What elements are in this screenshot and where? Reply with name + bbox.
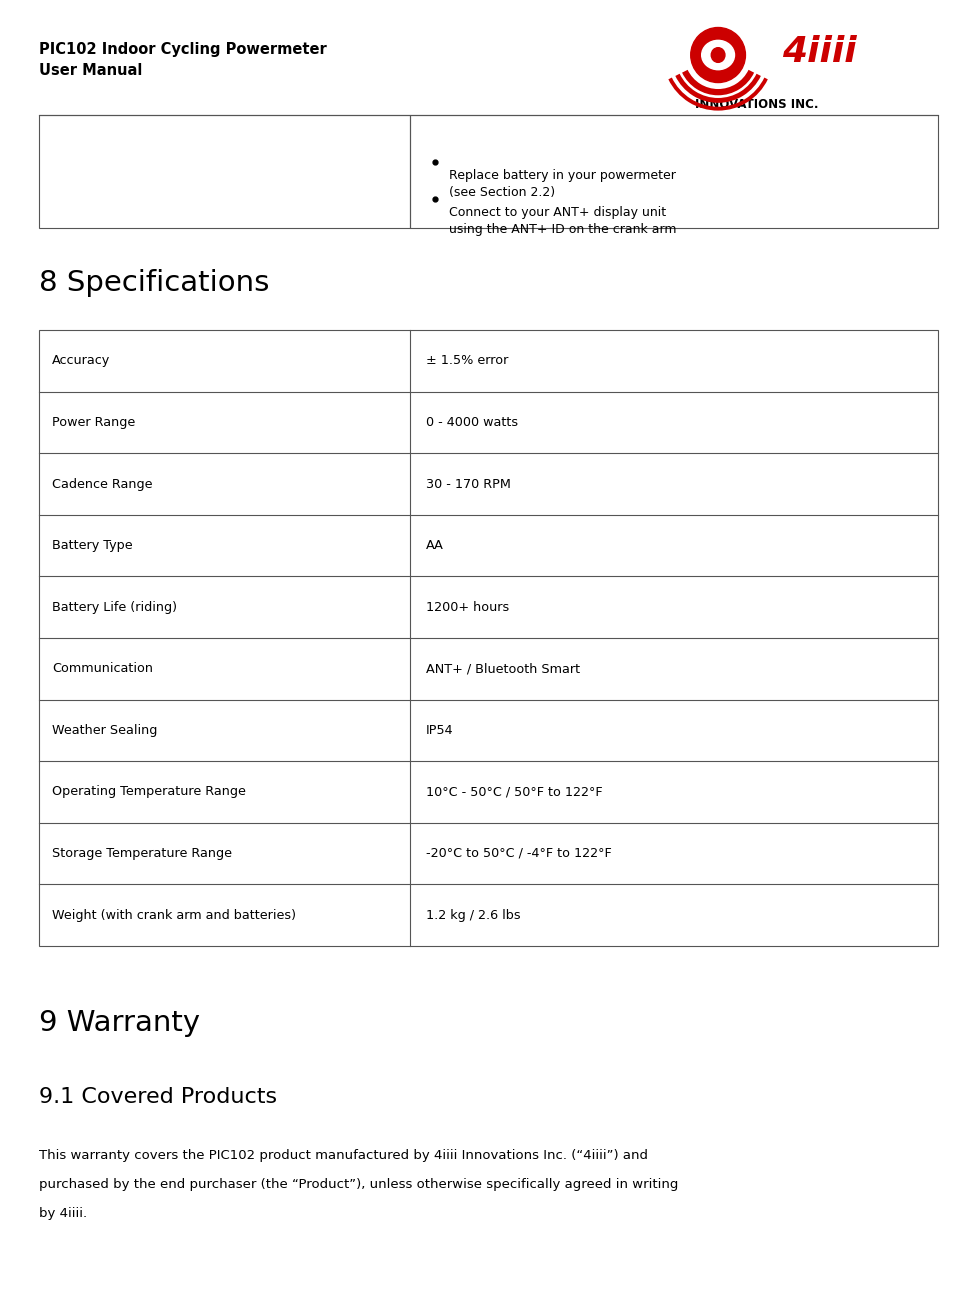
Text: 1.2 kg / 2.6 lbs: 1.2 kg / 2.6 lbs — [426, 909, 521, 921]
Text: 8 Specifications: 8 Specifications — [39, 269, 270, 296]
Text: Operating Temperature Range: Operating Temperature Range — [52, 786, 245, 798]
Text: ± 1.5% error: ± 1.5% error — [426, 355, 508, 367]
Text: 10°C - 50°C / 50°F to 122°F: 10°C - 50°C / 50°F to 122°F — [426, 786, 603, 798]
Text: ANT+ / Bluetooth Smart: ANT+ / Bluetooth Smart — [426, 663, 580, 675]
Text: Cadence Range: Cadence Range — [52, 478, 152, 490]
Text: 0 - 4000 watts: 0 - 4000 watts — [426, 417, 518, 428]
Text: Storage Temperature Range: Storage Temperature Range — [52, 848, 232, 859]
Bar — [39, 330, 938, 946]
Text: 9 Warranty: 9 Warranty — [39, 1009, 200, 1036]
Ellipse shape — [691, 28, 745, 83]
Text: 1200+ hours: 1200+ hours — [426, 601, 509, 613]
Ellipse shape — [711, 47, 725, 63]
Text: Replace battery in your powermeter
(see Section 2.2): Replace battery in your powermeter (see … — [449, 169, 676, 199]
Text: purchased by the end purchaser (the “Product”), unless otherwise specifically ag: purchased by the end purchaser (the “Pro… — [39, 1178, 678, 1191]
Text: 4iiii: 4iiii — [782, 35, 856, 69]
Text: Accuracy: Accuracy — [52, 355, 110, 367]
Text: IP54: IP54 — [426, 724, 453, 736]
Ellipse shape — [701, 41, 735, 69]
Text: 9.1 Covered Products: 9.1 Covered Products — [39, 1087, 277, 1107]
Text: User Manual: User Manual — [39, 63, 143, 77]
Text: -20°C to 50°C / -4°F to 122°F: -20°C to 50°C / -4°F to 122°F — [426, 848, 612, 859]
Text: Weather Sealing: Weather Sealing — [52, 724, 157, 736]
Text: INNOVATIONS INC.: INNOVATIONS INC. — [696, 98, 819, 111]
Bar — [39, 115, 410, 228]
Text: by 4iiii.: by 4iiii. — [39, 1207, 87, 1220]
Bar — [410, 115, 938, 228]
Text: Weight (with crank arm and batteries): Weight (with crank arm and batteries) — [52, 909, 296, 921]
Text: Battery Type: Battery Type — [52, 540, 133, 552]
Text: Power Range: Power Range — [52, 417, 135, 428]
Text: Communication: Communication — [52, 663, 152, 675]
Text: Connect to your ANT+ display unit
using the ANT+ ID on the crank arm: Connect to your ANT+ display unit using … — [449, 206, 677, 236]
Text: 30 - 170 RPM: 30 - 170 RPM — [426, 478, 511, 490]
Text: PIC102 Indoor Cycling Powermeter: PIC102 Indoor Cycling Powermeter — [39, 42, 327, 56]
Text: AA: AA — [426, 540, 444, 552]
Text: This warranty covers the PIC102 product manufactured by 4iiii Innovations Inc. (: This warranty covers the PIC102 product … — [39, 1149, 648, 1162]
Text: Battery Life (riding): Battery Life (riding) — [52, 601, 177, 613]
